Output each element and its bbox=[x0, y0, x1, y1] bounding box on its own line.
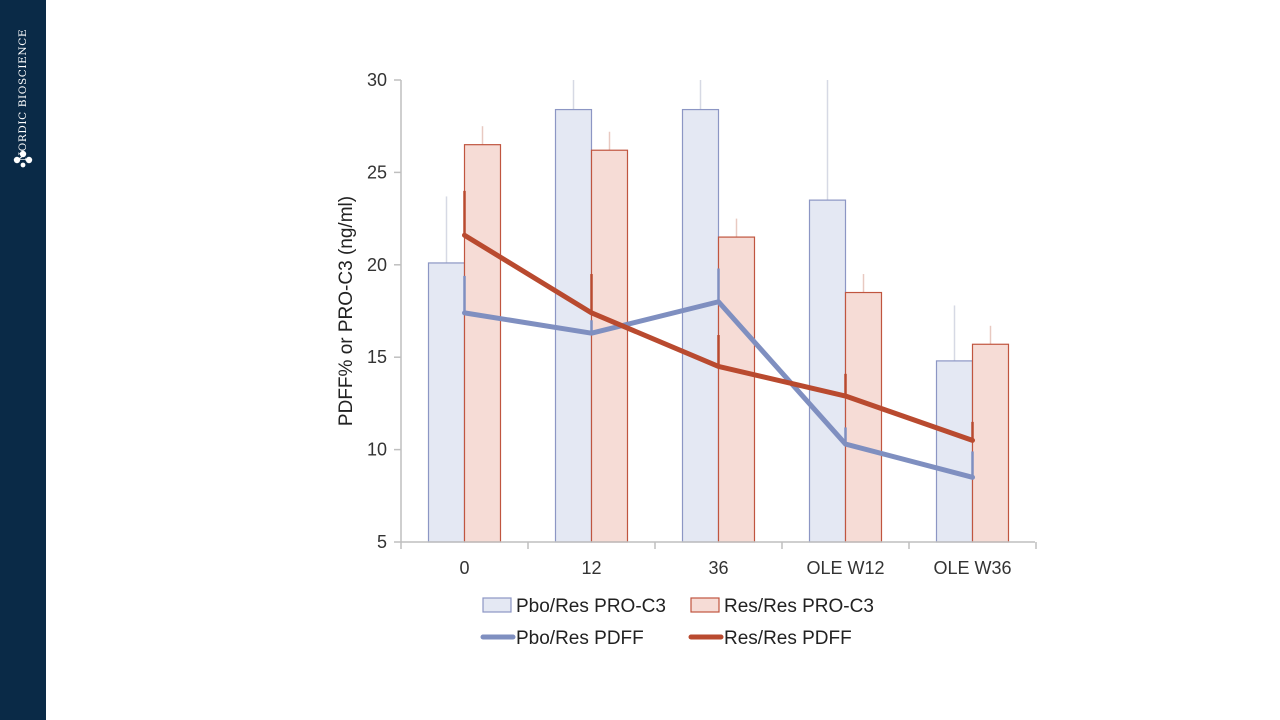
res-res-pro-c3-bar bbox=[971, 343, 1010, 543]
pbo-res-pro-c3-bar bbox=[935, 360, 974, 543]
res-res-pro-c3-bar bbox=[717, 236, 756, 543]
pbo-res-pro-c3-bar bbox=[808, 199, 847, 543]
res-res-pro-c3-bar bbox=[590, 149, 629, 543]
x-tick-label: OLE W36 bbox=[933, 558, 1011, 578]
res-res-pdff-line bbox=[462, 232, 975, 443]
y-tick-label: 15 bbox=[367, 347, 387, 367]
pbo-res-pro-c3-legend-swatch bbox=[482, 597, 512, 613]
y-tick-label: 5 bbox=[377, 532, 387, 552]
x-tick-label: OLE W12 bbox=[806, 558, 884, 578]
res-res-pro-c3-bar bbox=[844, 291, 883, 543]
y-tick-label: 25 bbox=[367, 162, 387, 182]
y-axis-label: PDFF% or PRO-C3 (ng/ml) bbox=[336, 196, 357, 426]
pbo-res-pro-c3-legend-label: Pbo/Res PRO-C3 bbox=[516, 596, 666, 617]
x-tick-label: 12 bbox=[581, 558, 601, 578]
sidebar: NORDIC BIOSCIENCE bbox=[0, 0, 46, 720]
res-res-pro-c3-legend-label: Res/Res PRO-C3 bbox=[724, 596, 874, 617]
pbo-res-pro-c3-bar bbox=[554, 108, 593, 543]
res-res-pro-c3-bar bbox=[463, 144, 502, 543]
y-tick-label: 10 bbox=[367, 440, 387, 460]
pbo-res-pro-c3-bar bbox=[681, 108, 720, 543]
x-tick-label: 36 bbox=[708, 558, 728, 578]
res-res-pdff-legend-label: Res/Res PDFF bbox=[724, 628, 852, 649]
y-tick-label: 20 bbox=[367, 255, 387, 275]
molecule-icon bbox=[13, 150, 33, 168]
pbo-res-pdff-legend-label: Pbo/Res PDFF bbox=[516, 628, 644, 649]
x-tick-label: 0 bbox=[459, 558, 469, 578]
y-tick-label: 30 bbox=[367, 70, 387, 90]
pbo-res-pro-c3-bar bbox=[427, 262, 466, 543]
res-res-pro-c3-legend-swatch bbox=[690, 597, 720, 613]
pbo-res-pdff-line bbox=[462, 299, 975, 480]
